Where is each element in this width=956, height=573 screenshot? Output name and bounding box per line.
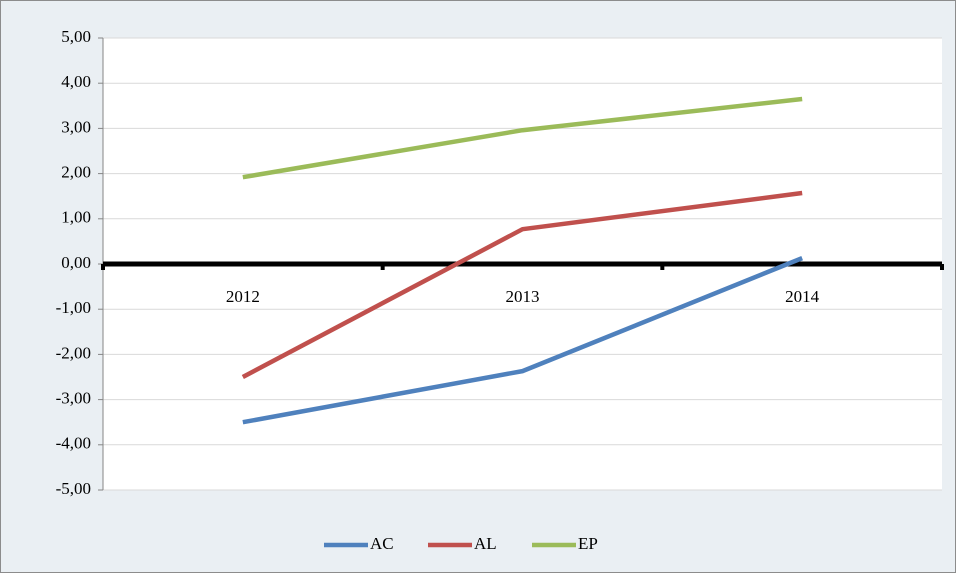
y-tick-label: -2,00 bbox=[56, 343, 91, 362]
y-tick-label: -3,00 bbox=[56, 389, 91, 408]
x-tick-label: 2013 bbox=[506, 287, 540, 306]
x-tick-label: 2012 bbox=[226, 287, 260, 306]
x-tick-label: 2014 bbox=[785, 287, 820, 306]
y-tick-label: 4,00 bbox=[61, 72, 91, 91]
data-line bbox=[242, 256, 804, 425]
y-tick-label: 3,00 bbox=[61, 117, 91, 136]
y-tick-label: -5,00 bbox=[56, 479, 91, 498]
legend-label: AL bbox=[474, 534, 497, 553]
legend-label: EP bbox=[578, 534, 598, 553]
y-tick-label: 5,00 bbox=[61, 27, 91, 46]
y-tick-label: 0,00 bbox=[61, 253, 91, 272]
data-line bbox=[241, 190, 803, 379]
data-line bbox=[242, 96, 803, 180]
y-tick-label: 2,00 bbox=[61, 163, 91, 182]
y-tick-label: -1,00 bbox=[56, 298, 91, 317]
y-tick-label: 1,00 bbox=[61, 208, 91, 227]
legend-label: AC bbox=[370, 534, 394, 553]
y-tick-label: -4,00 bbox=[56, 434, 91, 453]
